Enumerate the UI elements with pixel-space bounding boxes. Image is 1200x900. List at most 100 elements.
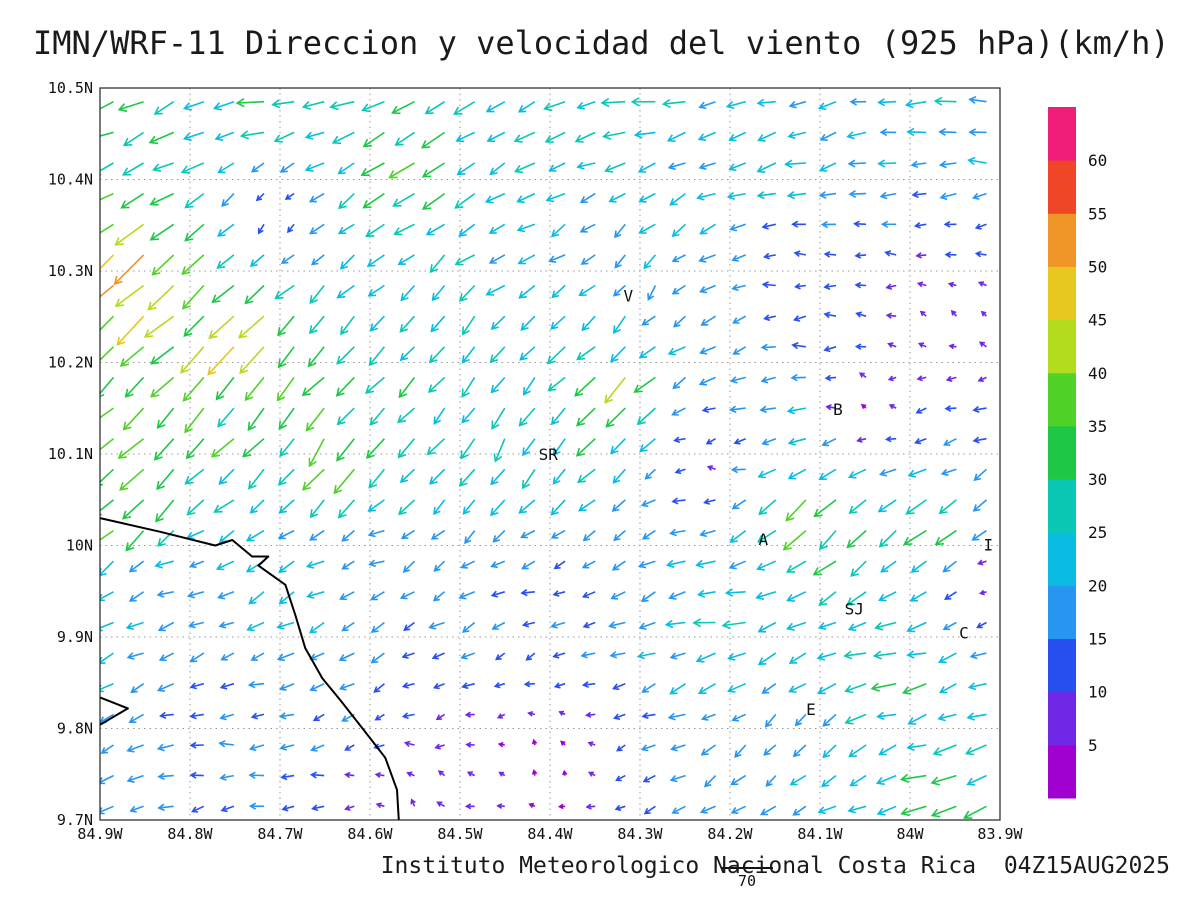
wind-arrow <box>950 309 957 317</box>
wind-arrow <box>215 376 235 401</box>
wind-arrow <box>876 711 897 721</box>
wind-arrow <box>817 682 837 695</box>
wind-arrow <box>847 621 867 632</box>
wind-arrow <box>787 437 807 446</box>
wind-arrow <box>581 560 596 569</box>
wind-arrow <box>822 713 837 727</box>
wind-arrow <box>887 375 897 382</box>
wind-arrow <box>939 192 957 201</box>
wind-arrow <box>399 315 416 333</box>
wind-arrow <box>309 529 325 541</box>
wind-arrow <box>490 590 506 598</box>
x-tick-label: 84.3W <box>617 825 663 843</box>
wind-arrow <box>820 220 837 229</box>
wind-arrow <box>273 131 295 143</box>
wind-arrow <box>759 405 776 414</box>
wind-arrow <box>488 254 506 264</box>
wind-arrow <box>280 254 295 265</box>
wind-arrow <box>763 744 777 756</box>
wind-arrow <box>518 407 536 427</box>
wind-arrow <box>208 315 235 340</box>
wind-arrow <box>821 437 837 447</box>
wind-arrow <box>180 346 205 374</box>
wind-arrow <box>787 131 807 140</box>
wind-arrow <box>968 96 987 105</box>
wind-arrow <box>763 252 776 260</box>
wind-arrow <box>876 805 897 816</box>
wind-arrow <box>574 376 596 397</box>
wind-arrow <box>558 710 566 716</box>
wind-arrow <box>942 560 957 573</box>
wind-arrow <box>122 499 145 520</box>
wind-arrow <box>699 223 717 235</box>
wind-arrow <box>756 162 777 173</box>
wind-arrow <box>491 621 506 630</box>
wind-arrow <box>604 162 626 173</box>
wind-arrow <box>393 223 415 236</box>
y-tick-label: 10.2N <box>48 354 93 372</box>
wind-arrow <box>783 159 806 169</box>
colorbar-label: 45 <box>1088 311 1107 330</box>
x-tick-label: 84.9W <box>77 825 123 843</box>
wind-arrow <box>756 529 777 543</box>
wind-arrow <box>189 652 205 663</box>
wind-arrow <box>370 621 385 633</box>
wind-arrow <box>782 529 807 551</box>
wind-arrow <box>696 192 716 201</box>
wind-arrow <box>277 529 295 540</box>
wind-arrow <box>367 529 385 538</box>
wind-arrow <box>647 285 657 302</box>
wind-arrow <box>341 560 355 570</box>
wind-arrow <box>466 771 476 777</box>
reference-vector-arrow <box>721 867 773 869</box>
wind-arrow <box>727 652 746 661</box>
wind-arrow <box>180 162 205 174</box>
wind-arrow <box>435 713 446 721</box>
wind-arrow <box>879 191 897 200</box>
wind-arrow <box>937 713 957 722</box>
wind-arrow <box>312 713 325 722</box>
wind-arrow <box>519 346 536 361</box>
wind-arrow <box>522 438 536 457</box>
wind-arrow <box>576 161 596 170</box>
wind-arrow <box>917 342 927 348</box>
wind-arrow <box>497 741 505 748</box>
wind-arrow <box>905 499 927 515</box>
wind-arrow <box>184 192 205 209</box>
wind-arrow <box>642 774 656 783</box>
wind-arrow <box>817 621 837 630</box>
wind-arrow <box>454 192 476 209</box>
wind-arrow <box>825 404 837 411</box>
wind-arrow <box>846 131 867 140</box>
wind-arrow <box>128 591 145 602</box>
wind-arrow <box>611 499 626 512</box>
wind-arrow <box>426 438 446 456</box>
wind-arrow <box>734 744 747 758</box>
wind-arrow <box>117 438 145 459</box>
wind-arrow <box>974 250 987 258</box>
wind-arrow <box>464 711 475 718</box>
wind-arrow <box>854 343 867 350</box>
wind-arrow <box>427 376 446 394</box>
wind-arrow <box>638 621 656 630</box>
wind-arrow <box>880 560 897 573</box>
wind-arrow <box>217 162 235 174</box>
wind-arrow <box>669 192 686 206</box>
wind-arrow <box>785 560 807 573</box>
wind-arrow <box>900 805 927 817</box>
city-label-sj: SJ <box>845 600 864 619</box>
wind-arrow <box>305 407 325 432</box>
wind-arrow <box>667 162 686 171</box>
wind-arrow <box>968 128 987 137</box>
wind-arrow <box>518 284 536 299</box>
colorbar-segment <box>1048 213 1076 267</box>
wind-arrow <box>789 774 807 786</box>
wind-arrow <box>885 312 897 319</box>
wind-arrow <box>489 162 506 176</box>
wind-arrow <box>400 529 415 540</box>
wind-arrow <box>669 528 686 537</box>
wind-arrow <box>637 162 656 173</box>
wind-arrow <box>525 652 536 661</box>
wind-arrow <box>156 468 175 491</box>
